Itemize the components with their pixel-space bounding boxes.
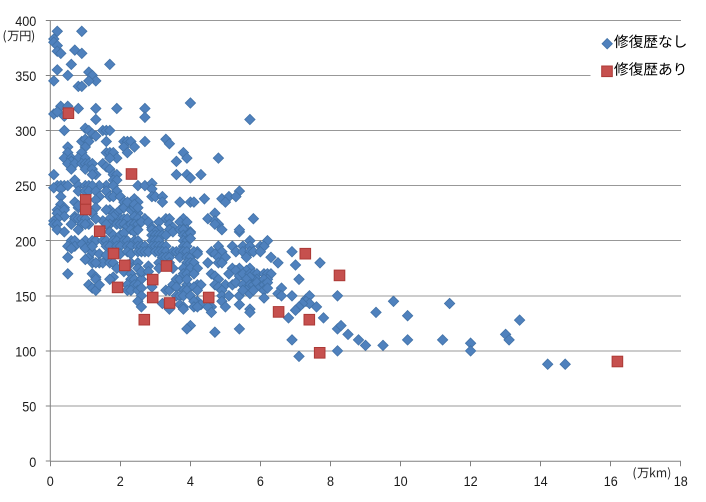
svg-text:350: 350	[15, 68, 36, 84]
svg-text:14: 14	[534, 474, 548, 490]
svg-text:0: 0	[29, 454, 36, 470]
svg-text:200: 200	[15, 234, 36, 250]
svg-text:12: 12	[464, 474, 478, 490]
svg-text:2: 2	[117, 474, 124, 490]
svg-text:100: 100	[15, 344, 36, 360]
svg-text:400: 400	[15, 13, 36, 29]
svg-text:300: 300	[15, 123, 36, 139]
svg-text:0: 0	[47, 474, 54, 490]
svg-text:50: 50	[22, 399, 36, 415]
svg-text:18: 18	[674, 474, 688, 490]
svg-text:10: 10	[394, 474, 408, 490]
svg-text:6: 6	[257, 474, 264, 490]
svg-text:16: 16	[604, 474, 618, 490]
svg-text:8: 8	[327, 474, 334, 490]
svg-text:150: 150	[15, 289, 36, 305]
svg-text:250: 250	[15, 179, 36, 195]
svg-text:4: 4	[187, 474, 194, 490]
